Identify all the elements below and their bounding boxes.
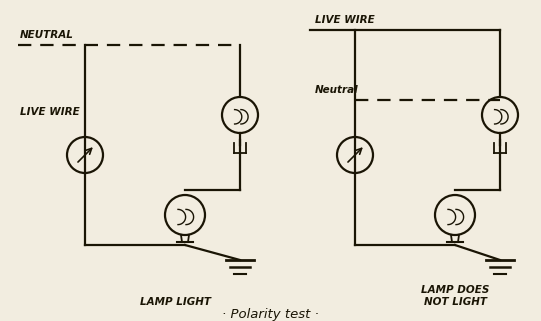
Text: NEUTRAL: NEUTRAL xyxy=(20,30,74,40)
Text: LAMP LIGHT: LAMP LIGHT xyxy=(140,297,210,307)
Text: Neutral: Neutral xyxy=(315,85,359,95)
Text: · Polarity test ·: · Polarity test · xyxy=(222,308,319,321)
Text: LIVE WIRE: LIVE WIRE xyxy=(20,107,80,117)
Text: LAMP DOES
NOT LIGHT: LAMP DOES NOT LIGHT xyxy=(421,285,489,307)
Text: LIVE WIRE: LIVE WIRE xyxy=(315,15,375,25)
